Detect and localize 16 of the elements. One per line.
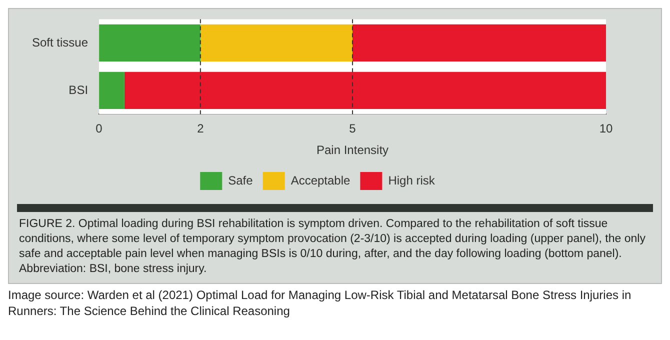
x-tick-label: 5 [349, 122, 356, 136]
bar [99, 24, 200, 62]
bar [99, 72, 124, 109]
text: Image source: Warden et al (2021) Optimal Load for Managing Low-Risk Tibial and Metatarsal Bone Stress Injuries in Runners: The Science Behind the Clinical Reasoning [8, 287, 632, 319]
y-tick-label: Soft tissue [32, 35, 88, 50]
legend-label: Acceptable [290, 173, 351, 188]
x-tick-label: 0 [96, 122, 103, 136]
legend-label: Safe [228, 173, 254, 188]
y-tick-label: BSI [68, 82, 88, 97]
bar [200, 24, 353, 62]
x-axis-title: Pain Intensity [316, 143, 389, 158]
x-tick-label: 10 [599, 122, 613, 136]
legend-label: High risk [388, 173, 436, 188]
x-tick-label: 2 [197, 122, 204, 136]
caption: FIGURE 2. Optimal loading during BSI rehabilitation is symptom driven. Compared to the rehabilitation of soft tissue conditions, where some level of temporary symptom provocation (2-3/10) is accepted during loading (upper panel), the only safe and acceptable pain level when managing BSIs is 0/10 during, after, and the day following loading (bottom panel). Abbreviation: BSI, bone stress injury. [18, 217, 646, 277]
bar [352, 24, 606, 62]
